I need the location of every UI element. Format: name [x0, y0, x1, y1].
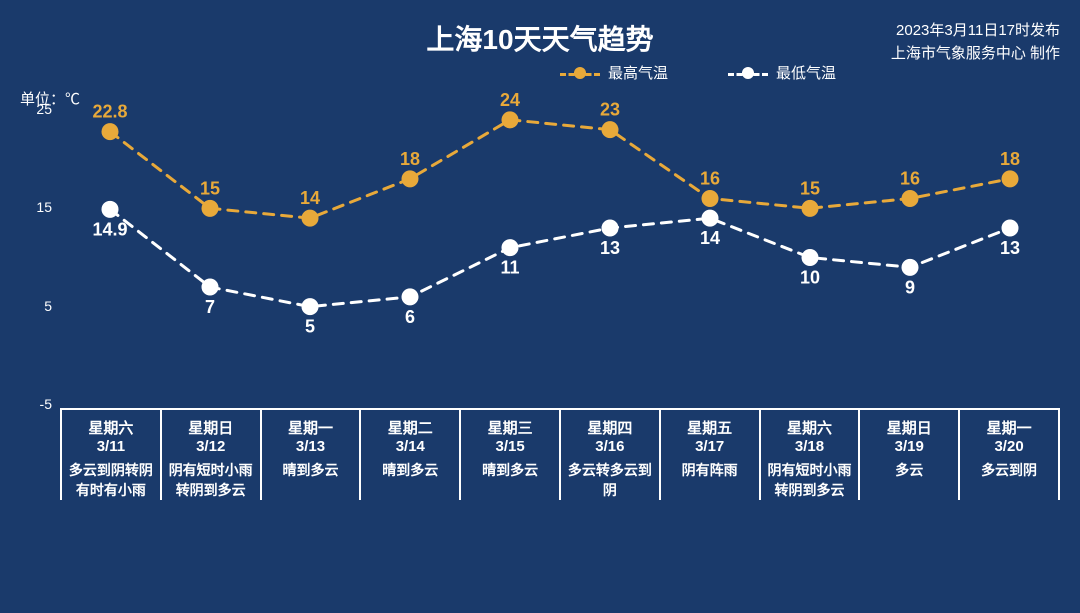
x-date: 3/17 [665, 438, 755, 455]
x-weather: 多云到阴 [964, 461, 1054, 481]
high-value-label: 15 [200, 178, 220, 198]
x-dow: 星期六 [765, 417, 855, 438]
low-value-label: 6 [405, 307, 415, 327]
low-marker [503, 241, 517, 255]
low-value-label: 14.9 [92, 219, 127, 239]
high-marker [603, 123, 617, 137]
x-date: 3/15 [465, 438, 555, 455]
high-value-label: 24 [500, 90, 520, 110]
high-value-label: 18 [1000, 149, 1020, 169]
x-axis-column: 星期二3/14 晴到多云 [359, 409, 459, 500]
low-value-label: 13 [600, 238, 620, 258]
x-weather: 阴有短时小雨转阴到多云 [166, 461, 256, 500]
high-marker [103, 125, 117, 139]
low-marker [103, 202, 117, 216]
high-marker [503, 113, 517, 127]
high-value-label: 15 [800, 178, 820, 198]
low-value-label: 10 [800, 268, 820, 288]
x-axis-column: 星期三3/15 晴到多云 [459, 409, 559, 500]
x-axis-column: 星期四3/16 多云转多云到阴 [559, 409, 659, 500]
low-value-label: 11 [500, 258, 519, 278]
low-marker [803, 251, 817, 265]
chart-svg: 22.8 15 14 18 24 23 16 15 16 18 14.9 7 5 6 11 13 14 10 9 13 [0, 0, 1080, 613]
x-axis: 星期六3/11多云到阴转阴有时有小雨星期日3/12阴有短时小雨转阴到多云星期一3… [60, 409, 1060, 500]
low-marker [603, 221, 617, 235]
high-value-label: 18 [400, 149, 420, 169]
x-weather: 多云转多云到阴 [565, 461, 655, 500]
x-dow: 星期二 [365, 417, 455, 438]
x-axis-column: 星期一3/20 多云到阴 [958, 409, 1060, 500]
high-value-label: 23 [600, 100, 620, 120]
high-marker [403, 172, 417, 186]
x-date: 3/13 [266, 438, 356, 455]
x-dow: 星期三 [465, 417, 555, 438]
low-value-label: 5 [305, 317, 315, 337]
low-marker [903, 260, 917, 274]
x-dow: 星期一 [964, 417, 1054, 438]
low-value-label: 14 [700, 228, 720, 248]
x-weather: 多云到阴转阴有时有小雨 [66, 461, 156, 500]
high-value-label: 16 [700, 169, 720, 189]
low-marker [203, 280, 217, 294]
x-axis-column: 星期六3/18 阴有短时小雨转阴到多云 [759, 409, 859, 500]
high-marker [803, 201, 817, 215]
high-value-label: 16 [900, 169, 920, 189]
low-value-label: 9 [905, 277, 915, 297]
high-line [110, 120, 1010, 218]
high-value-label: 14 [300, 188, 320, 208]
x-weather: 晴到多云 [266, 461, 356, 481]
x-dow: 星期日 [166, 417, 256, 438]
low-value-label: 7 [205, 297, 215, 317]
x-date: 3/14 [365, 438, 455, 455]
x-weather: 多云 [864, 461, 954, 481]
x-dow: 星期一 [266, 417, 356, 438]
x-dow: 星期日 [864, 417, 954, 438]
low-value-label: 13 [1000, 238, 1020, 258]
x-dow: 星期五 [665, 417, 755, 438]
x-date: 3/20 [964, 438, 1054, 455]
x-weather: 晴到多云 [365, 461, 455, 481]
x-date: 3/16 [565, 438, 655, 455]
x-dow: 星期四 [565, 417, 655, 438]
x-weather: 阴有阵雨 [665, 461, 755, 481]
x-axis-column: 星期日3/12 阴有短时小雨转阴到多云 [160, 409, 260, 500]
x-weather: 晴到多云 [465, 461, 555, 481]
high-marker [903, 192, 917, 206]
x-date: 3/12 [166, 438, 256, 455]
high-marker [303, 211, 317, 225]
x-dow: 星期六 [66, 417, 156, 438]
x-axis-column: 星期五3/17 阴有阵雨 [659, 409, 759, 500]
high-marker [203, 201, 217, 215]
low-marker [703, 211, 717, 225]
x-axis-column: 星期日3/19 多云 [858, 409, 958, 500]
low-marker [403, 290, 417, 304]
high-marker [703, 192, 717, 206]
x-date: 3/19 [864, 438, 954, 455]
x-axis-column: 星期六3/11 多云到阴转阴有时有小雨 [60, 409, 160, 500]
low-marker [303, 300, 317, 314]
high-marker [1003, 172, 1017, 186]
high-value-label: 22.8 [92, 102, 127, 122]
low-marker [1003, 221, 1017, 235]
x-date: 3/18 [765, 438, 855, 455]
low-line [110, 209, 1010, 306]
x-weather: 阴有短时小雨转阴到多云 [765, 461, 855, 500]
x-date: 3/11 [66, 438, 156, 455]
x-axis-column: 星期一3/13 晴到多云 [260, 409, 360, 500]
weather-chart-container: 上海10天天气趋势 2023年3月11日17时发布 上海市气象服务中心 制作 单… [0, 0, 1080, 613]
